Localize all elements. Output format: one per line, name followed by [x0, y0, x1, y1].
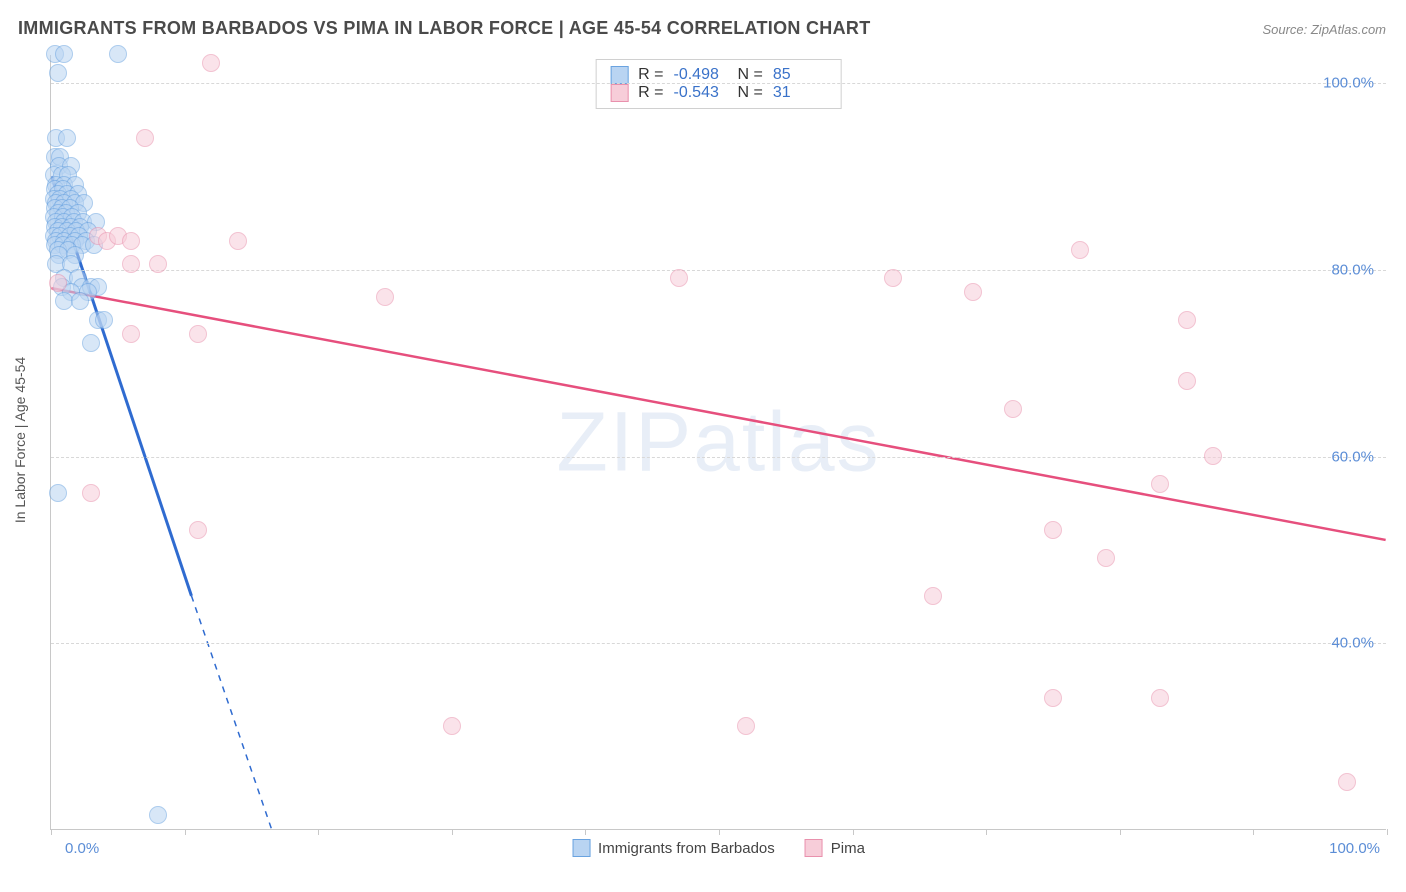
swatch-barbados	[610, 66, 628, 84]
swatch-barbados	[572, 839, 590, 857]
stat-n-label: N =	[738, 66, 763, 84]
swatch-pima	[805, 839, 823, 857]
data-point-pima	[443, 717, 461, 735]
data-point-pima	[1338, 773, 1356, 791]
data-point-barbados	[71, 292, 89, 310]
y-tick-label: 40.0%	[1331, 635, 1374, 652]
data-point-pima	[1004, 400, 1022, 418]
data-point-pima	[1204, 447, 1222, 465]
swatch-pima	[610, 84, 628, 102]
x-tick	[1253, 829, 1254, 835]
data-point-pima	[670, 269, 688, 287]
x-tick	[1387, 829, 1388, 835]
x-tick	[986, 829, 987, 835]
stats-row-pima: R = -0.543 N = 31	[610, 84, 827, 102]
stat-r-label: R =	[638, 84, 663, 102]
data-point-barbados	[55, 45, 73, 63]
stat-r-barbados: -0.498	[674, 66, 728, 84]
x-tick	[452, 829, 453, 835]
data-point-pima	[1151, 475, 1169, 493]
data-point-pima	[189, 521, 207, 539]
data-point-pima	[1151, 689, 1169, 707]
data-point-pima	[1178, 372, 1196, 390]
watermark: ZIPatlas	[556, 394, 880, 491]
y-tick-label: 60.0%	[1331, 448, 1374, 465]
data-point-pima	[229, 232, 247, 250]
correlation-stats-box: R = -0.498 N = 85 R = -0.543 N = 31	[595, 59, 842, 109]
data-point-pima	[202, 54, 220, 72]
data-point-barbados	[58, 129, 76, 147]
data-point-barbados	[109, 45, 127, 63]
data-point-pima	[376, 288, 394, 306]
x-tick	[318, 829, 319, 835]
stat-r-label: R =	[638, 66, 663, 84]
legend-label-barbados: Immigrants from Barbados	[598, 840, 775, 857]
plot-area: ZIPatlas R = -0.498 N = 85 R = -0.543 N …	[50, 55, 1386, 830]
gridline	[51, 270, 1386, 271]
x-tick	[51, 829, 52, 835]
data-point-pima	[1178, 311, 1196, 329]
data-point-pima	[964, 283, 982, 301]
data-point-pima	[49, 274, 67, 292]
source-label: Source: ZipAtlas.com	[1262, 22, 1386, 37]
data-point-pima	[122, 255, 140, 273]
trend-lines-layer	[51, 55, 1386, 829]
data-point-pima	[82, 484, 100, 502]
data-point-pima	[136, 129, 154, 147]
data-point-pima	[1044, 689, 1062, 707]
gridline	[51, 83, 1386, 84]
data-point-pima	[122, 232, 140, 250]
y-tick-label: 100.0%	[1323, 75, 1374, 92]
data-point-pima	[1044, 521, 1062, 539]
legend-label-pima: Pima	[831, 840, 865, 857]
legend: Immigrants from Barbados Pima	[572, 839, 865, 857]
gridline	[51, 457, 1386, 458]
x-tick	[1120, 829, 1121, 835]
x-tick	[719, 829, 720, 835]
x-tick-label: 0.0%	[65, 840, 99, 857]
legend-item-barbados: Immigrants from Barbados	[572, 839, 775, 857]
data-point-pima	[884, 269, 902, 287]
chart-title: IMMIGRANTS FROM BARBADOS VS PIMA IN LABO…	[18, 18, 871, 39]
y-axis-label: In Labor Force | Age 45-54	[12, 357, 28, 523]
stat-n-label: N =	[738, 84, 763, 102]
data-point-pima	[1097, 549, 1115, 567]
data-point-barbados	[82, 334, 100, 352]
data-point-barbados	[49, 64, 67, 82]
gridline	[51, 643, 1386, 644]
x-tick-label: 100.0%	[1329, 840, 1380, 857]
x-tick	[853, 829, 854, 835]
data-point-barbados	[49, 484, 67, 502]
data-point-pima	[924, 587, 942, 605]
data-point-pima	[737, 717, 755, 735]
data-point-pima	[1071, 241, 1089, 259]
data-point-pima	[189, 325, 207, 343]
data-point-barbados	[149, 806, 167, 824]
y-tick-label: 80.0%	[1331, 261, 1374, 278]
trend-line	[191, 596, 271, 829]
data-point-pima	[122, 325, 140, 343]
x-tick	[185, 829, 186, 835]
stat-n-pima: 31	[773, 84, 827, 102]
stat-r-pima: -0.543	[674, 84, 728, 102]
stats-row-barbados: R = -0.498 N = 85	[610, 66, 827, 84]
data-point-barbados	[95, 311, 113, 329]
data-point-pima	[149, 255, 167, 273]
x-tick	[585, 829, 586, 835]
stat-n-barbados: 85	[773, 66, 827, 84]
legend-item-pima: Pima	[805, 839, 865, 857]
